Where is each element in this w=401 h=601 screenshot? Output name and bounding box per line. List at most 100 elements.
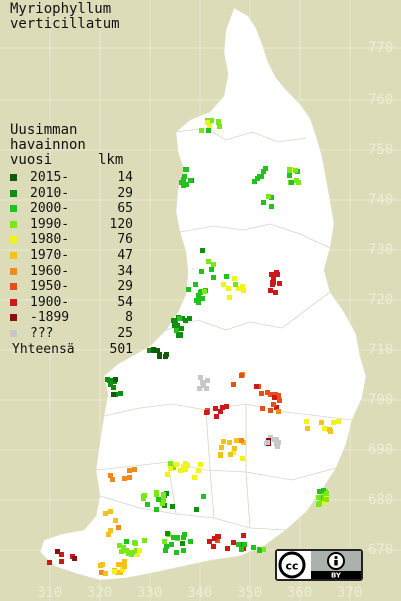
legend-label: 2015- [30,170,70,185]
observation-square [115,570,120,575]
observation-square [103,571,108,576]
observation-square [183,318,188,323]
legend-row: 2010- 29 [8,186,133,202]
legend-count: 34 [117,263,133,279]
y-tick-label: 670 [368,542,394,558]
observation-square [132,467,137,472]
observation-square [194,507,199,512]
observation-square [289,180,294,185]
observation-square [108,528,113,533]
observation-square [147,348,152,353]
observation-square [257,548,262,553]
observation-square [324,491,329,496]
legend-count: 120 [109,216,133,232]
observation-square [199,269,204,274]
observation-square [209,267,214,272]
legend-count: 25 [117,325,133,341]
observation-square [228,452,233,457]
observation-square [181,183,186,188]
legend-count: 29 [117,185,133,201]
observation-square [151,347,156,352]
observation-square [206,259,211,264]
observation-square [269,195,274,200]
observation-square [162,539,167,544]
observation-square [236,542,241,547]
legend-label: ??? [30,325,54,341]
legend-swatch [10,205,17,213]
observation-square [205,120,210,125]
observation-square [164,352,169,357]
observation-square [177,316,182,321]
observation-square [224,404,229,409]
observation-square [47,560,52,565]
legend-total-count: 501 [109,341,133,357]
legend-row: 2000- 65 [8,201,133,217]
y-tick-label: 750 [368,142,394,158]
observation-square [216,120,221,125]
by-text: BY [331,572,342,580]
observation-square [201,494,206,499]
legend-count: 8 [125,310,133,326]
observation-square [119,549,124,554]
legend-row: 1960- 34 [8,264,133,280]
observation-square [231,382,236,387]
observation-square [218,453,223,458]
observation-square [127,468,132,473]
observation-square [268,288,273,293]
title-line-2: verticillatum [10,16,120,32]
cc-by-license-badge[interactable]: cc BY [275,549,363,581]
y-tick-label: 700 [368,392,394,408]
observation-square [271,275,276,280]
y-tick-label: 680 [368,492,394,508]
observation-square [241,533,246,538]
observation-square [160,501,165,506]
observation-square [227,295,232,300]
observation-square [213,406,218,411]
x-tick-label: 360 [287,585,313,601]
observation-square [188,178,193,183]
legend-label: 2010- [30,185,70,201]
observation-square [273,290,278,295]
observation-square [155,348,160,353]
legend-swatch [10,174,17,181]
observation-square [240,284,245,289]
observation-square [184,182,189,187]
observation-square [317,489,322,494]
observation-square [165,472,170,477]
observation-square [198,462,203,467]
legend-label: 1950- [30,279,70,295]
observation-square [127,475,132,480]
observation-square [328,429,333,434]
observation-square [116,525,121,530]
observation-square [322,426,327,431]
observation-square [181,177,186,182]
observation-square [133,541,138,546]
observation-square [211,275,216,280]
observation-square [205,378,210,383]
observation-square [135,552,140,557]
observation-square [268,392,273,397]
observation-square [241,288,246,293]
cc-text: cc [285,560,298,573]
observation-square [263,166,268,171]
observation-square [184,167,189,172]
observation-square [199,128,204,133]
observation-square [276,393,281,398]
observation-square [117,543,122,548]
observation-square [163,548,168,553]
legend-swatch [10,189,17,197]
observation-square [207,124,212,129]
legend-row: 1900- 54 [8,295,133,311]
observation-square [108,382,113,387]
legend-swatch [10,314,17,322]
observation-square [154,507,159,512]
observation-square [124,548,129,553]
legend-row: 1970- 47 [8,248,133,264]
observation-square [122,559,127,564]
legend-count: 65 [117,201,133,217]
observation-square [254,384,259,389]
legend-label: 1990- [30,216,70,232]
observation-square [221,439,226,444]
observation-square [287,167,292,172]
observation-square [157,352,162,357]
